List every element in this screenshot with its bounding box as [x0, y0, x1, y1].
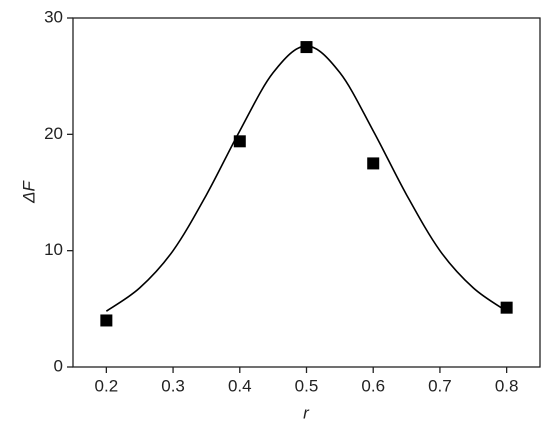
x-tick-label: 0.2 — [95, 376, 119, 395]
x-axis-label: r — [303, 403, 310, 422]
x-tick-label: 0.3 — [161, 376, 185, 395]
x-tick-label: 0.7 — [428, 376, 452, 395]
y-tick-label: 20 — [44, 124, 63, 143]
data-point — [300, 41, 313, 54]
x-tick-label: 0.8 — [495, 376, 519, 395]
data-point — [100, 314, 113, 327]
x-tick-label: 0.4 — [228, 376, 252, 395]
y-tick-label: 0 — [54, 356, 63, 375]
plot-frame — [72, 17, 541, 368]
data-point — [367, 157, 380, 170]
y-tick-label: 10 — [44, 240, 63, 259]
data-point — [500, 301, 513, 314]
data-point — [233, 135, 246, 148]
x-tick-label: 0.6 — [361, 376, 385, 395]
x-tick-label: 0.5 — [295, 376, 319, 395]
y-tick-label: 30 — [44, 7, 63, 26]
y-axis-label: ΔF — [19, 179, 38, 203]
fit-curve — [105, 45, 508, 312]
